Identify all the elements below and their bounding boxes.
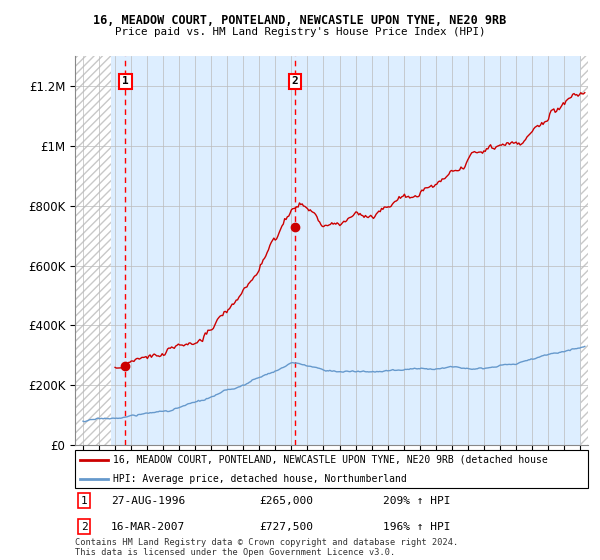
Text: £727,500: £727,500: [260, 521, 314, 531]
Text: 16, MEADOW COURT, PONTELAND, NEWCASTLE UPON TYNE, NE20 9RB (detached house: 16, MEADOW COURT, PONTELAND, NEWCASTLE U…: [113, 455, 548, 465]
Text: Price paid vs. HM Land Registry's House Price Index (HPI): Price paid vs. HM Land Registry's House …: [115, 27, 485, 37]
Text: 196% ↑ HPI: 196% ↑ HPI: [383, 521, 450, 531]
Text: HPI: Average price, detached house, Northumberland: HPI: Average price, detached house, Nort…: [113, 474, 407, 484]
Text: 209% ↑ HPI: 209% ↑ HPI: [383, 496, 450, 506]
Text: 16-MAR-2007: 16-MAR-2007: [111, 521, 185, 531]
Text: 2: 2: [81, 521, 88, 531]
Bar: [581, 56, 588, 445]
Text: 2: 2: [292, 77, 298, 86]
Bar: [75, 56, 111, 445]
Text: 27-AUG-1996: 27-AUG-1996: [111, 496, 185, 506]
Text: Contains HM Land Registry data © Crown copyright and database right 2024.
This d: Contains HM Land Registry data © Crown c…: [75, 538, 458, 557]
Text: 1: 1: [81, 496, 88, 506]
Text: 1: 1: [122, 77, 129, 86]
Text: £265,000: £265,000: [260, 496, 314, 506]
Bar: [111, 56, 581, 445]
FancyBboxPatch shape: [75, 450, 588, 488]
Text: 16, MEADOW COURT, PONTELAND, NEWCASTLE UPON TYNE, NE20 9RB: 16, MEADOW COURT, PONTELAND, NEWCASTLE U…: [94, 14, 506, 27]
